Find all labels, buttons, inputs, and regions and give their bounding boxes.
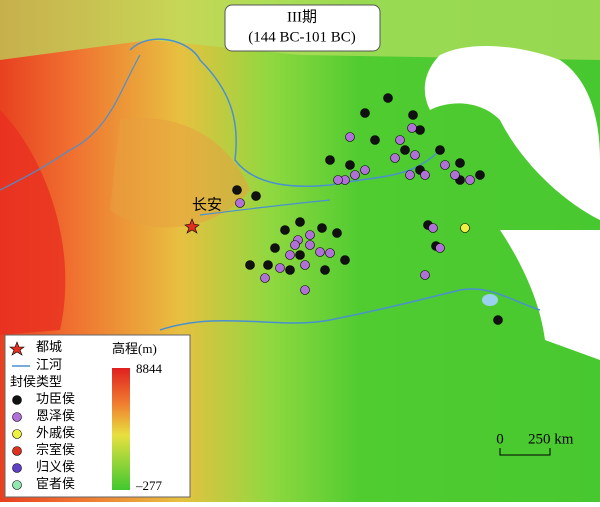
wei-river bbox=[199, 199, 331, 216]
legend-type-icon bbox=[12, 395, 22, 405]
marquis-point bbox=[305, 240, 315, 250]
legend-type-icon bbox=[12, 446, 22, 456]
title: III期 bbox=[287, 8, 317, 25]
marquis-point bbox=[370, 135, 380, 145]
marquis-point bbox=[475, 170, 485, 180]
capital-label: 长安 bbox=[192, 196, 222, 213]
marquis-point bbox=[428, 223, 438, 233]
river bbox=[0, 54, 141, 191]
marquis-point bbox=[408, 110, 418, 120]
marquis-point bbox=[285, 265, 295, 275]
legend-river: 江河 bbox=[36, 357, 62, 372]
marquis-point bbox=[360, 165, 370, 175]
legend-type-icon bbox=[12, 412, 22, 422]
marquis-point bbox=[245, 260, 255, 270]
marquis-point bbox=[420, 170, 430, 180]
legend-type-icon bbox=[12, 480, 22, 490]
capital-star bbox=[184, 218, 200, 234]
marquis-point bbox=[300, 260, 310, 270]
scale-bar bbox=[499, 448, 551, 456]
legend-type-icon bbox=[12, 429, 22, 439]
marquis-point bbox=[280, 225, 290, 235]
marquis-point bbox=[305, 230, 315, 240]
marquis-points bbox=[232, 93, 503, 325]
legend-box bbox=[4, 334, 191, 498]
marquis-point bbox=[290, 240, 300, 250]
marquis-point bbox=[263, 260, 273, 270]
east-sea bbox=[500, 230, 600, 360]
marquis-point bbox=[455, 158, 465, 168]
marquis-point bbox=[410, 150, 420, 160]
marquis-point bbox=[285, 250, 295, 260]
scale-distance: 250 km bbox=[528, 431, 574, 447]
marquis-point bbox=[345, 132, 355, 142]
marquis-point bbox=[405, 170, 415, 180]
marquis-point bbox=[235, 198, 245, 208]
marquis-point bbox=[407, 123, 417, 133]
marquis-point bbox=[493, 315, 503, 325]
marquis-point bbox=[300, 285, 310, 295]
legend-type-label: 归义侯 bbox=[36, 459, 75, 474]
legend-type-label: 恩泽侯 bbox=[36, 408, 75, 423]
legend-type-icon bbox=[12, 463, 22, 473]
marquis-point bbox=[415, 125, 425, 135]
yangtze-river bbox=[159, 288, 541, 331]
yellow-river bbox=[129, 38, 441, 188]
marquis-point bbox=[420, 270, 430, 280]
elevation-bar bbox=[112, 368, 130, 490]
marquis-point bbox=[275, 263, 285, 273]
marquis-point bbox=[295, 217, 305, 227]
marquis-point bbox=[450, 170, 460, 180]
marquis-point bbox=[315, 247, 325, 257]
marquis-point bbox=[317, 223, 327, 233]
marquis-point bbox=[400, 145, 410, 155]
marquis-point bbox=[360, 108, 370, 118]
scale-zero: 0 bbox=[496, 431, 504, 447]
marquis-point bbox=[295, 250, 305, 260]
marquis-point bbox=[383, 93, 393, 103]
legend-type-label: 外戚侯 bbox=[36, 425, 75, 440]
loess-plateau bbox=[110, 118, 250, 228]
legend-type-label: 宗室侯 bbox=[36, 442, 75, 457]
legend-capital: 都城 bbox=[36, 339, 62, 354]
title-box bbox=[224, 4, 381, 52]
marquis-point bbox=[460, 223, 470, 233]
marquis-point bbox=[395, 135, 405, 145]
marquis-point bbox=[251, 191, 261, 201]
marquis-point bbox=[332, 228, 342, 238]
marquis-point bbox=[260, 273, 270, 283]
marquis-point bbox=[320, 265, 330, 275]
marquis-point bbox=[465, 175, 475, 185]
marquis-point bbox=[325, 248, 335, 258]
marquis-point bbox=[440, 160, 450, 170]
marquis-point bbox=[345, 160, 355, 170]
subtitle: (144 BC-101 BC) bbox=[248, 29, 356, 45]
marquis-point bbox=[232, 185, 242, 195]
legend-type-label: 宦者侯 bbox=[36, 476, 75, 491]
marquis-point bbox=[325, 155, 335, 165]
legend-capital-icon bbox=[9, 341, 25, 356]
legend-type-label: 功臣侯 bbox=[36, 391, 75, 406]
marquis-point bbox=[340, 255, 350, 265]
sea bbox=[424, 45, 600, 221]
marquis-point bbox=[390, 153, 400, 163]
legend-heading: 封侯类型 bbox=[10, 374, 62, 389]
elevation-max: 8844 bbox=[136, 361, 163, 376]
marquis-point bbox=[435, 145, 445, 155]
marquis-point bbox=[435, 243, 445, 253]
marquis-point bbox=[270, 243, 280, 253]
elevation-min: –277 bbox=[135, 478, 163, 493]
lake bbox=[482, 294, 498, 306]
plateau bbox=[0, 110, 66, 335]
marquis-point bbox=[333, 175, 343, 185]
elevation-heading: 高程(m) bbox=[112, 341, 157, 356]
marquis-point bbox=[350, 170, 360, 180]
